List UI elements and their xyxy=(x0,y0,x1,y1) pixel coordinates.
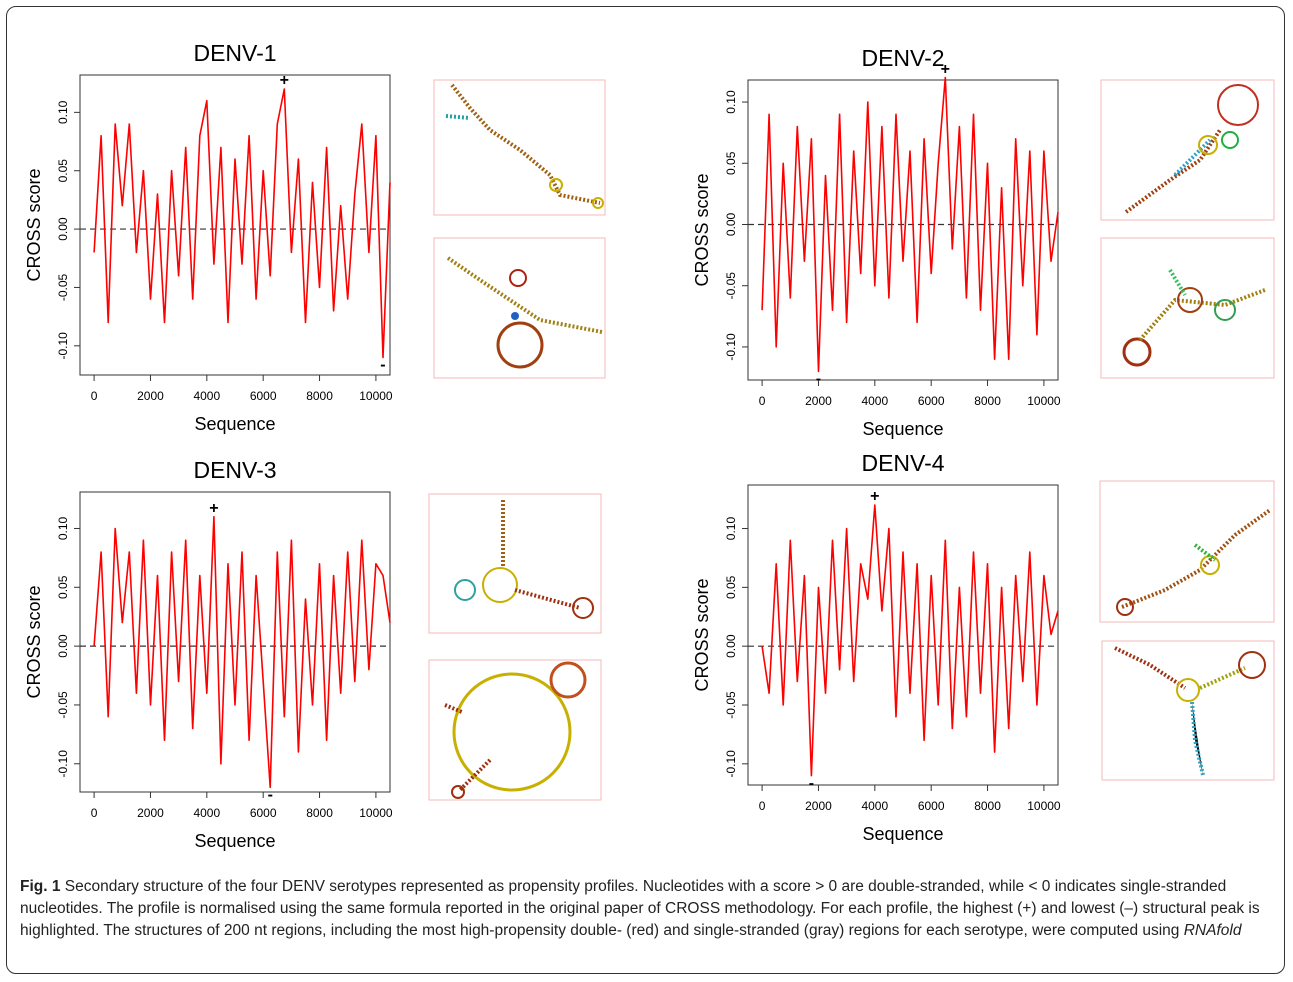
rna-structure xyxy=(428,493,602,634)
y-tick-label: 0.10 xyxy=(724,90,738,114)
x-tick-label: 10000 xyxy=(359,389,393,403)
x-tick-label: 0 xyxy=(759,394,766,408)
peak-marker: - xyxy=(816,371,821,388)
x-tick-label: 2000 xyxy=(137,806,164,820)
x-tick-label: 10000 xyxy=(359,806,393,820)
rna-structure xyxy=(1100,237,1275,379)
x-tick-label: 0 xyxy=(759,799,766,813)
caption-emphasis: RNAfold xyxy=(1183,922,1242,939)
chart-title: DENV-2 xyxy=(861,45,944,71)
plot-frame xyxy=(747,79,1059,381)
y-tick-label: -0.10 xyxy=(724,333,738,361)
y-tick-label: -0.10 xyxy=(724,750,738,778)
x-tick-label: 8000 xyxy=(306,806,333,820)
rna-structure xyxy=(433,79,606,216)
figure-frame xyxy=(6,6,1285,974)
x-tick-label: 8000 xyxy=(974,394,1001,408)
x-tick-label: 8000 xyxy=(306,389,333,403)
x-axis-title: Sequence xyxy=(862,419,943,439)
x-tick-label: 4000 xyxy=(861,394,888,408)
chart-title: DENV-1 xyxy=(193,40,276,66)
x-tick-label: 2000 xyxy=(805,394,832,408)
chart-title: DENV-3 xyxy=(193,457,276,483)
rna-structure xyxy=(433,237,606,379)
x-tick-label: 4000 xyxy=(861,799,888,813)
y-tick-label: 0.10 xyxy=(56,100,70,124)
rna-structure xyxy=(1100,79,1275,221)
y-tick-label: 0.10 xyxy=(56,516,70,540)
y-axis-title: CROSS score xyxy=(24,585,44,698)
y-tick-label: -0.05 xyxy=(724,272,738,300)
rna-structure xyxy=(428,659,602,801)
y-tick-label: -0.05 xyxy=(56,691,70,719)
x-axis-title: Sequence xyxy=(194,414,275,434)
x-tick-label: 6000 xyxy=(250,806,277,820)
rna-structure xyxy=(1099,480,1275,623)
y-tick-label: -0.05 xyxy=(724,691,738,719)
profile-line xyxy=(761,504,1059,777)
peak-marker: + xyxy=(870,488,879,505)
plot-frame xyxy=(79,491,391,793)
rna-structures xyxy=(428,79,1275,801)
profile-line xyxy=(761,76,1059,373)
x-tick-label: 6000 xyxy=(250,389,277,403)
x-tick-label: 6000 xyxy=(918,394,945,408)
y-tick-label: -0.10 xyxy=(56,750,70,778)
x-tick-label: 8000 xyxy=(974,799,1001,813)
peak-marker: + xyxy=(209,500,218,517)
peak-marker: - xyxy=(809,775,814,792)
plot-frame xyxy=(747,484,1059,786)
y-tick-label: 0.00 xyxy=(724,634,738,658)
rna-structure xyxy=(1101,640,1275,781)
y-tick-label: 0.05 xyxy=(56,159,70,183)
peak-marker: - xyxy=(380,357,385,374)
y-axis-title: CROSS score xyxy=(692,578,712,691)
figure: DENV-10 2000 4000 6000 8000 10000-0.10-0.050.… xyxy=(24,40,1275,851)
y-axis-title: CROSS score xyxy=(24,168,44,281)
peak-marker: - xyxy=(268,787,273,804)
profile-line xyxy=(93,515,391,789)
figure-caption: Fig. 1 Secondary structure of the four D… xyxy=(20,876,1275,942)
caption-text: Secondary structure of the four DENV ser… xyxy=(20,878,1260,939)
y-axis-title: CROSS score xyxy=(692,173,712,286)
x-axis-title: Sequence xyxy=(862,824,943,844)
x-tick-label: 6000 xyxy=(918,799,945,813)
x-tick-label: 4000 xyxy=(193,806,220,820)
peak-marker: + xyxy=(941,61,950,78)
y-tick-label: 0.00 xyxy=(724,212,738,236)
plot-frame xyxy=(79,74,391,376)
profile-line xyxy=(93,88,391,359)
y-tick-label: -0.10 xyxy=(56,332,70,360)
x-tick-label: 2000 xyxy=(805,799,832,813)
x-axis-title: Sequence xyxy=(194,831,275,851)
x-tick-label: 4000 xyxy=(193,389,220,403)
y-tick-label: -0.05 xyxy=(56,273,70,301)
x-tick-label: 2000 xyxy=(137,389,164,403)
x-tick-label: 10000 xyxy=(1027,799,1061,813)
caption-label: Fig. 1 xyxy=(20,878,61,895)
y-tick-label: 0.00 xyxy=(56,634,70,658)
y-tick-label: 0.05 xyxy=(724,151,738,175)
x-tick-label: 0 xyxy=(91,806,98,820)
y-tick-label: 0.00 xyxy=(56,217,70,241)
y-tick-label: 0.05 xyxy=(724,575,738,599)
chart-title: DENV-4 xyxy=(861,450,944,476)
y-tick-label: 0.10 xyxy=(724,517,738,541)
x-tick-label: 0 xyxy=(91,389,98,403)
peak-marker: + xyxy=(280,72,289,89)
y-tick-label: 0.05 xyxy=(56,575,70,599)
x-tick-label: 10000 xyxy=(1027,394,1061,408)
